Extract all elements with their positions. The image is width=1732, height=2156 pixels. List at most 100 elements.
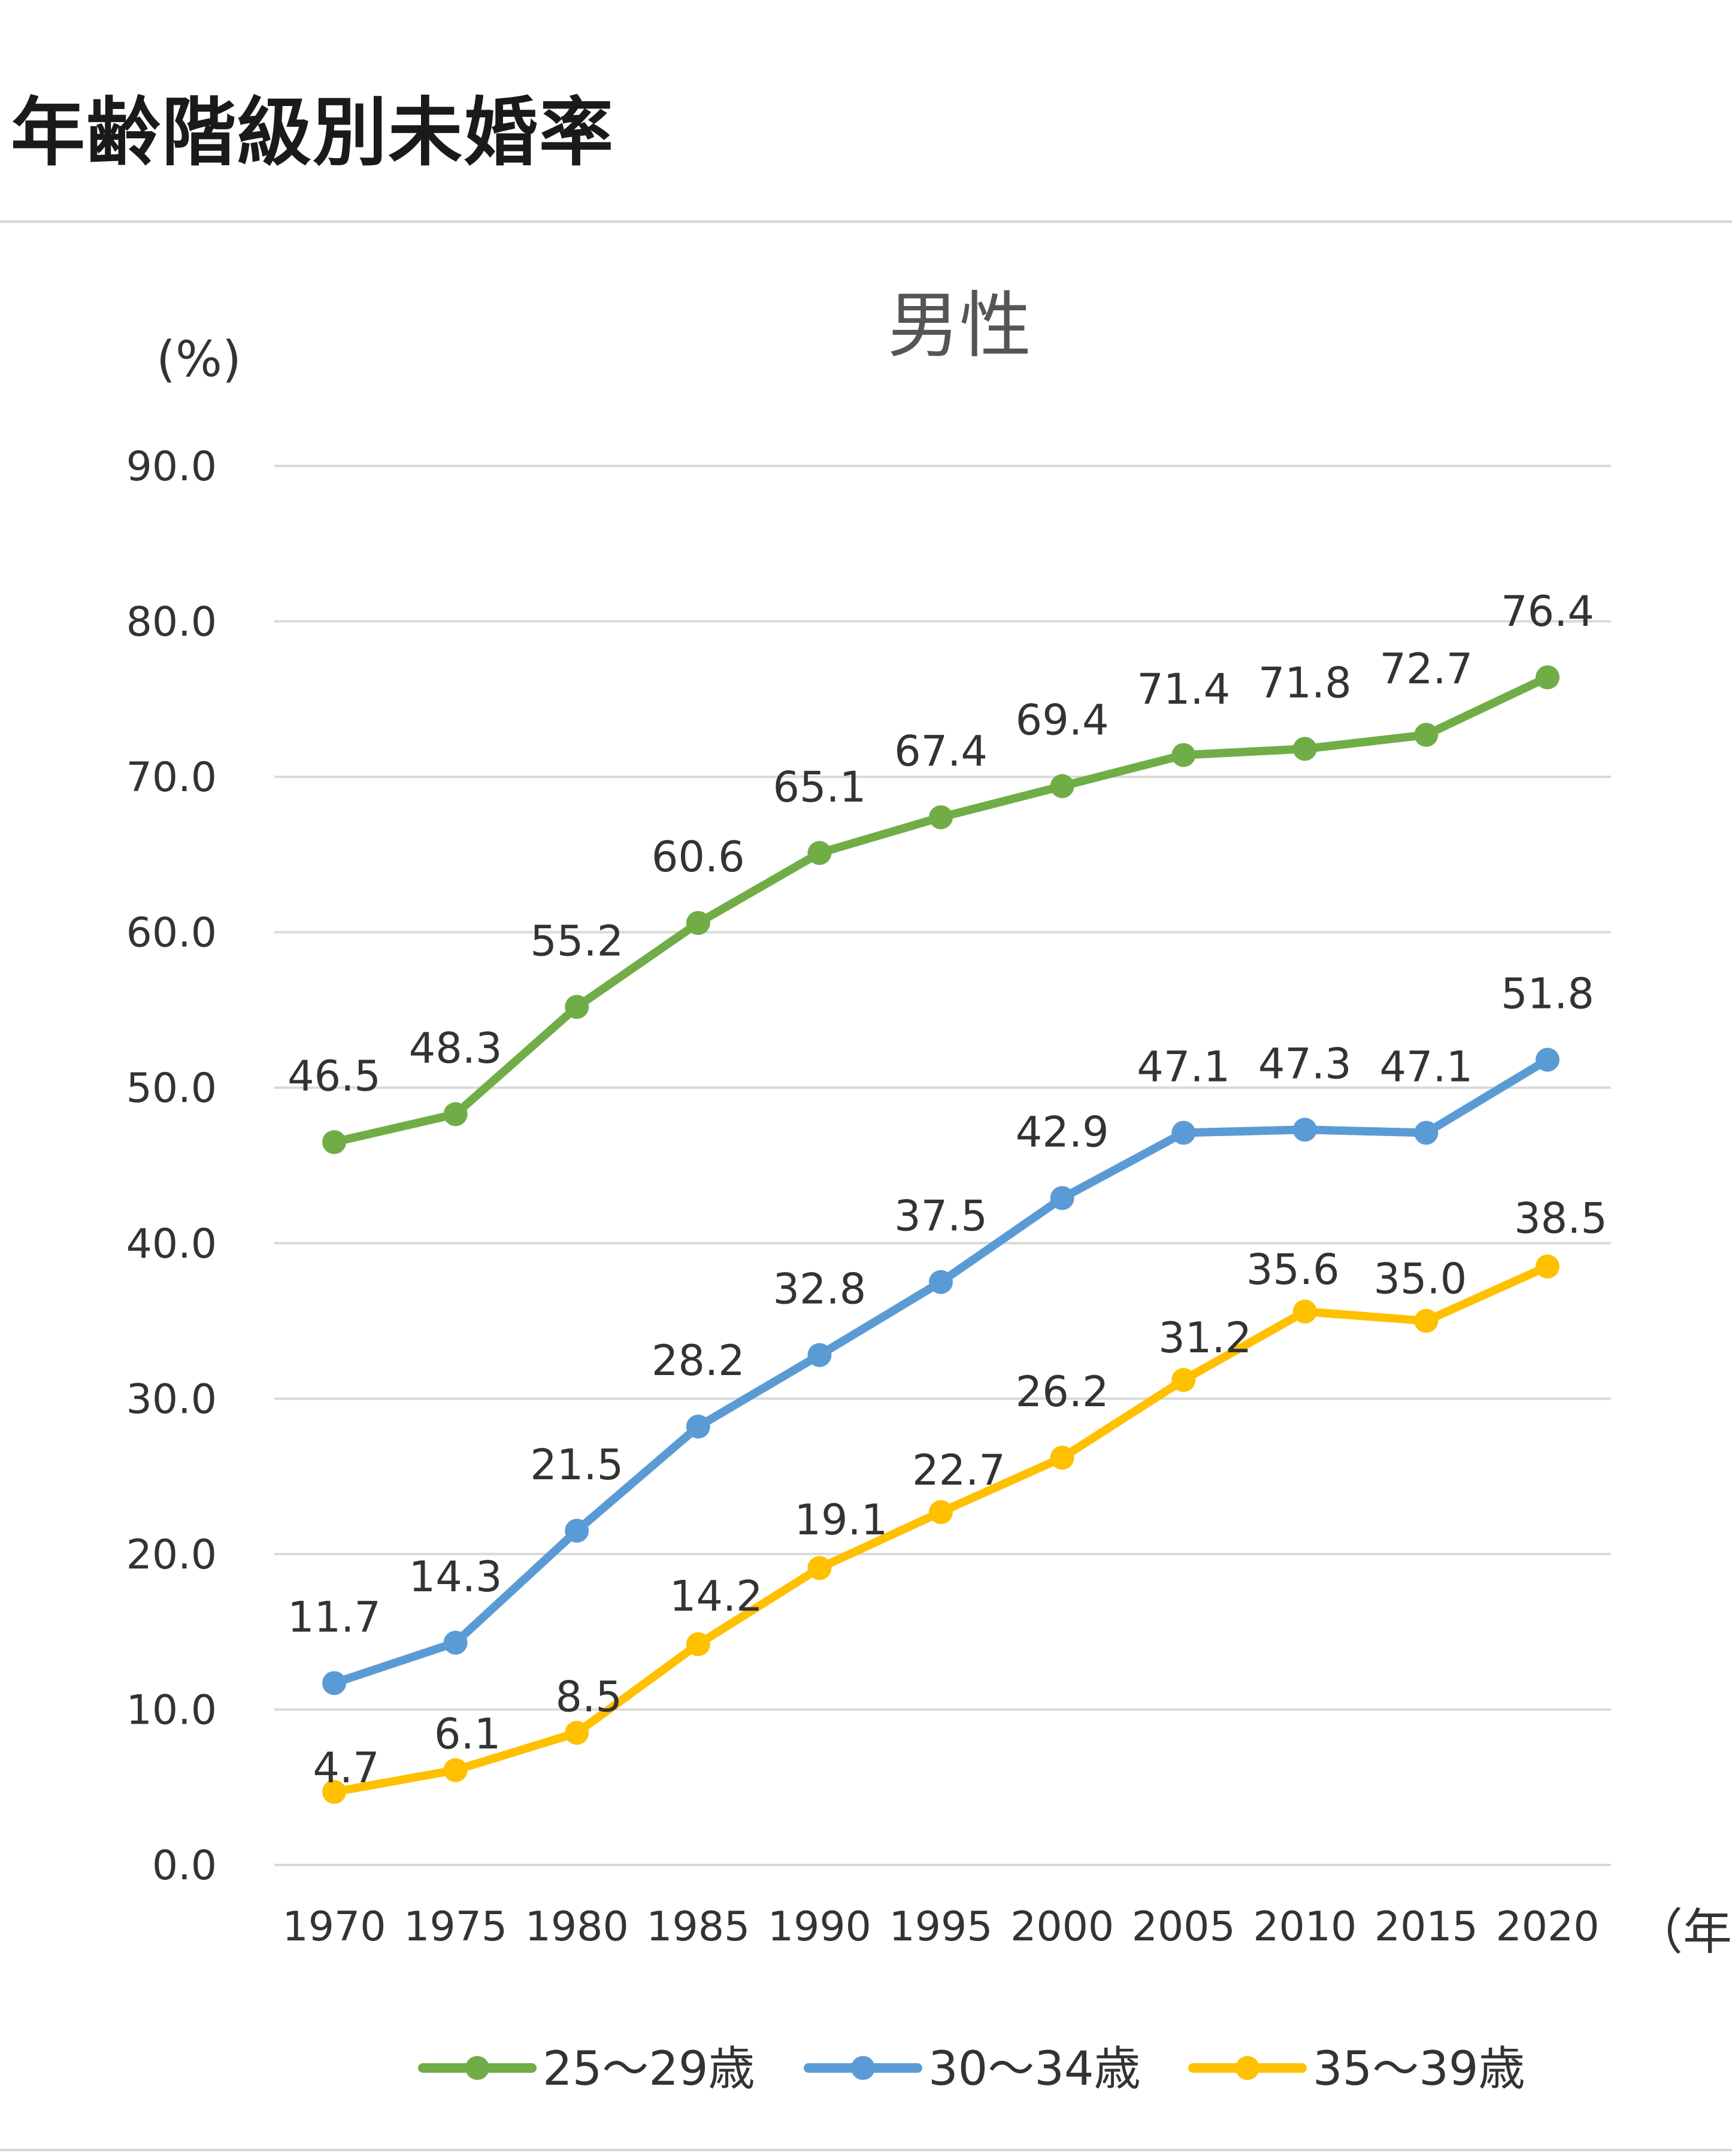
y-tick-label: 70.0 — [126, 754, 217, 801]
legend-label: 25〜29歳 — [543, 2042, 755, 2096]
data-label: 21.5 — [530, 1440, 623, 1489]
x-tick-label: 2000 — [1010, 1903, 1114, 1951]
data-label: 31.2 — [1158, 1313, 1252, 1362]
x-tick-label: 1985 — [646, 1903, 750, 1951]
x-tick-label: 1990 — [768, 1903, 871, 1951]
data-point — [1536, 665, 1560, 689]
data-label: 69.4 — [1016, 696, 1109, 745]
data-labels: 46.5 48.3 55.2 60.6 65.1 67.4 69.4 71.4 71.8 72.7… — [287, 587, 1607, 1792]
data-label: 35.0 — [1373, 1255, 1467, 1304]
series-1 — [322, 665, 1560, 1155]
data-point — [443, 1630, 468, 1655]
data-label: 47.1 — [1137, 1042, 1230, 1091]
y-tick-label: 30.0 — [126, 1376, 217, 1423]
data-label: 71.8 — [1258, 658, 1352, 707]
data-point — [1292, 737, 1317, 761]
x-tick-label: 1970 — [282, 1903, 386, 1951]
data-label: 42.9 — [1016, 1108, 1109, 1157]
data-label: 55.2 — [530, 916, 623, 965]
legend-swatch-marker — [1236, 2056, 1259, 2080]
data-point — [322, 1780, 346, 1804]
data-point — [565, 1518, 589, 1543]
data-label: 65.1 — [773, 762, 866, 811]
data-point — [1414, 1309, 1439, 1333]
data-point — [807, 841, 832, 865]
data-point — [929, 1500, 953, 1524]
data-label: 14.3 — [409, 1552, 502, 1601]
x-axis-unit-label: （年） — [1634, 1904, 1732, 1961]
data-point — [1292, 1118, 1317, 1142]
data-label: 47.1 — [1379, 1042, 1473, 1091]
data-point — [1536, 1254, 1560, 1279]
data-point — [1414, 1121, 1439, 1145]
data-label: 14.2 — [670, 1571, 763, 1621]
page-title: 年齢階級別未婚率 — [11, 90, 615, 176]
x-tick-label: 1980 — [525, 1903, 629, 1951]
legend-item: 35〜39歳 — [1188, 2042, 1525, 2096]
data-label: 4.7 — [313, 1743, 379, 1792]
legend-item: 30〜34歳 — [804, 2042, 1141, 2096]
y-tick-label: 60.0 — [126, 910, 217, 957]
data-point — [1050, 774, 1074, 798]
data-point — [807, 1556, 832, 1580]
bottom-divider — [0, 2149, 1732, 2151]
chart-title: 男性 — [888, 284, 1031, 368]
data-label: 35.6 — [1246, 1245, 1340, 1294]
gridlines — [274, 465, 1611, 1866]
y-tick-label: 90.0 — [126, 443, 217, 490]
x-axis-ticks: 1970 1975 1980 1985 1990 1995 2000 2005 2010 2015… — [282, 1903, 1599, 1951]
title-divider — [0, 220, 1732, 223]
data-label: 11.7 — [287, 1592, 381, 1642]
x-tick-label: 2010 — [1253, 1903, 1356, 1951]
data-label: 71.4 — [1137, 665, 1230, 714]
y-tick-label: 50.0 — [126, 1065, 217, 1112]
data-point — [322, 1671, 346, 1695]
y-axis-ticks: 0.0 10.0 20.0 30.0 40.0 50.0 60.0 70.0 80.0 90.0 — [126, 443, 217, 1889]
y-axis-unit-label: (%) — [156, 331, 241, 388]
data-point — [807, 1343, 832, 1367]
data-label: 46.5 — [287, 1052, 381, 1101]
data-point — [1171, 1121, 1196, 1145]
series-layer — [322, 665, 1560, 1804]
data-label: 32.8 — [773, 1265, 866, 1314]
data-point — [929, 805, 953, 829]
y-tick-label: 80.0 — [126, 599, 217, 646]
data-label: 19.1 — [794, 1495, 888, 1545]
x-tick-label: 2005 — [1132, 1903, 1236, 1951]
y-tick-label: 10.0 — [126, 1686, 217, 1734]
y-tick-label: 0.0 — [152, 1842, 217, 1889]
data-point — [1171, 1368, 1196, 1392]
legend-label: 35〜39歳 — [1313, 2042, 1525, 2096]
data-label: 48.3 — [409, 1024, 502, 1073]
y-tick-label: 20.0 — [126, 1531, 217, 1579]
data-label: 67.4 — [894, 727, 988, 776]
data-label: 26.2 — [1016, 1367, 1109, 1416]
data-point — [565, 1721, 589, 1745]
data-label: 72.7 — [1379, 644, 1473, 694]
legend-label: 30〜34歳 — [928, 2042, 1141, 2096]
data-label: 47.3 — [1258, 1039, 1352, 1088]
data-label: 6.1 — [434, 1710, 501, 1759]
series-line — [330, 1055, 1552, 1688]
series-line — [330, 1262, 1552, 1797]
x-tick-label: 2020 — [1495, 1903, 1599, 1951]
data-label: 38.5 — [1514, 1194, 1607, 1243]
data-point — [686, 911, 710, 935]
data-label: 51.8 — [1501, 970, 1594, 1019]
data-point — [1292, 1299, 1317, 1324]
data-point — [565, 995, 589, 1019]
data-label: 37.5 — [894, 1192, 988, 1241]
legend-swatch-marker — [851, 2056, 875, 2080]
x-tick-label: 1995 — [889, 1903, 992, 1951]
data-point — [322, 1130, 346, 1155]
data-point — [1536, 1047, 1560, 1072]
x-tick-label: 1975 — [404, 1903, 507, 1951]
legend: 25〜29歳 30〜34歳 35〜39歳 — [418, 2042, 1525, 2096]
data-point — [1050, 1445, 1074, 1470]
series-3 — [322, 1254, 1560, 1804]
data-point — [686, 1632, 710, 1657]
x-tick-label: 2015 — [1374, 1903, 1478, 1951]
legend-swatch-marker — [465, 2056, 489, 2080]
data-label: 8.5 — [556, 1672, 622, 1721]
